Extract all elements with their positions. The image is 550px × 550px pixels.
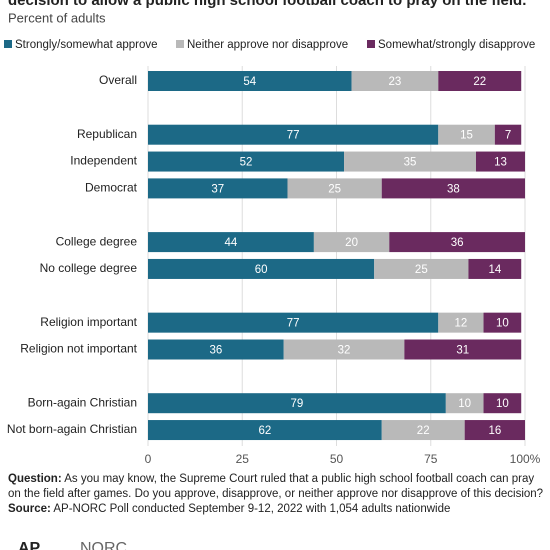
bar-segment <box>468 258 522 279</box>
logo: NORC <box>80 540 127 550</box>
bar-segment <box>483 393 522 414</box>
data-label: 36 <box>209 345 222 357</box>
data-label: 37 <box>211 183 224 195</box>
y-tick-label: Religion important <box>40 315 137 329</box>
data-label: 10 <box>496 398 509 410</box>
data-label: 22 <box>473 76 486 88</box>
bar-segment <box>464 420 525 441</box>
bar-segment <box>438 312 484 333</box>
data-label: 77 <box>287 318 300 330</box>
data-label: 13 <box>494 157 507 169</box>
source-text: AP-NORC Poll conducted September 9-12, 2… <box>53 503 451 515</box>
bar-segment <box>148 71 352 91</box>
bar-segment <box>381 178 525 199</box>
bar-segment <box>283 339 405 360</box>
legend-label: Somewhat/strongly disapprove <box>378 39 535 51</box>
bar-segment <box>148 258 375 279</box>
y-tick-label: Overall <box>99 73 137 87</box>
data-label: 52 <box>240 157 253 169</box>
bar-segment <box>494 124 522 145</box>
bar-segment <box>148 393 446 414</box>
data-label: 54 <box>243 76 256 88</box>
bar-segment <box>351 71 439 91</box>
y-tick-label: Independent <box>70 154 137 168</box>
data-label: 25 <box>415 264 428 276</box>
bar-segment <box>389 232 525 253</box>
data-label: 35 <box>404 157 417 169</box>
data-label: 7 <box>505 130 511 142</box>
bar-segment <box>287 178 382 199</box>
bar-segment <box>148 178 288 199</box>
bar-segment <box>148 312 439 333</box>
data-label: 38 <box>447 183 460 195</box>
bar-segment <box>148 232 314 253</box>
data-label: 23 <box>389 76 402 88</box>
data-label: 15 <box>460 130 473 142</box>
bar-segment <box>148 151 345 172</box>
bar-segment <box>404 339 522 360</box>
data-label: 14 <box>488 264 501 276</box>
legend-swatch <box>367 40 375 48</box>
data-label: 62 <box>258 425 271 437</box>
x-tick-label: 100% <box>510 452 541 466</box>
data-label: 36 <box>451 237 464 249</box>
y-tick-label: Republican <box>77 127 137 141</box>
bar-segment <box>148 420 382 441</box>
bar-segment <box>381 420 465 441</box>
legend-label: Strongly/somewhat approve <box>15 39 158 51</box>
x-tick-label: 75 <box>424 452 438 466</box>
bar-segment <box>148 339 284 360</box>
bar-segment <box>374 258 469 279</box>
legend-swatch <box>176 40 184 48</box>
y-tick-label: Not born-again Christian <box>7 422 137 436</box>
source: Source: AP-NORC Poll conducted September… <box>8 502 544 517</box>
bar-segment <box>313 232 390 253</box>
data-label: 32 <box>338 345 351 357</box>
data-label: 10 <box>458 398 471 410</box>
question-label: Question: <box>8 473 62 485</box>
data-label: 16 <box>488 425 501 437</box>
y-tick-label: Born-again Christian <box>28 395 137 409</box>
bar-segment <box>148 124 439 145</box>
legend-swatch <box>4 40 12 48</box>
bar-segment <box>445 393 484 414</box>
data-label: 77 <box>287 130 300 142</box>
y-tick-label: No college degree <box>40 261 138 275</box>
data-label: 20 <box>345 237 358 249</box>
source-label: Source: <box>8 503 51 515</box>
bar-segment <box>483 312 522 333</box>
footnote: Question: As you may know, the Supreme C… <box>8 472 544 517</box>
x-tick-label: 0 <box>145 452 152 466</box>
bar-segment <box>475 151 525 172</box>
question-text: As you may know, the Supreme Court ruled… <box>8 473 544 500</box>
chart-title: decision to allow a public high school f… <box>8 0 526 9</box>
data-label: 10 <box>496 318 509 330</box>
chart-subtitle: Percent of adults <box>8 10 106 25</box>
bar-segment <box>438 124 495 145</box>
x-tick-label: 25 <box>236 452 250 466</box>
bar-segment <box>344 151 476 172</box>
data-label: 25 <box>328 183 341 195</box>
bar-segment <box>438 71 522 91</box>
logo: AP <box>18 540 41 550</box>
y-tick-label: College degree <box>56 234 138 248</box>
legend-label: Neither approve nor disapprove <box>187 39 348 51</box>
data-label: 79 <box>291 398 304 410</box>
y-tick-label: Religion not important <box>20 342 137 356</box>
data-label: 31 <box>456 345 469 357</box>
question: Question: As you may know, the Supreme C… <box>8 472 544 502</box>
x-tick-label: 50 <box>330 452 344 466</box>
data-label: 12 <box>455 318 468 330</box>
y-tick-label: Democrat <box>85 181 138 195</box>
data-label: 22 <box>417 425 430 437</box>
data-label: 44 <box>225 237 238 249</box>
data-label: 60 <box>255 264 268 276</box>
